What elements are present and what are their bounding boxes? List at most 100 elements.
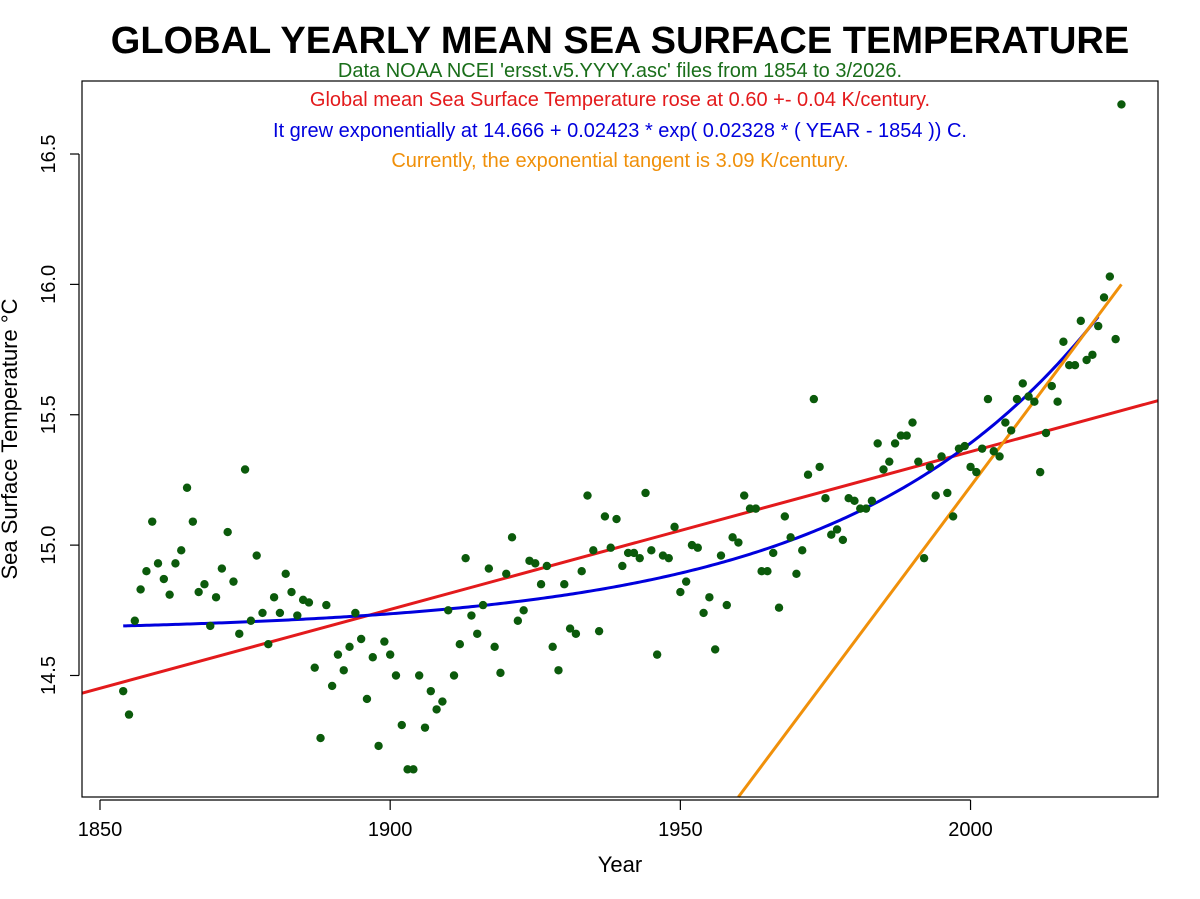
data-point-2021 — [1088, 350, 1097, 359]
exponential-fit-curve — [123, 315, 1100, 628]
data-point-1982 — [861, 504, 871, 513]
data-point-1930 — [560, 580, 569, 589]
data-point-1967 — [774, 603, 784, 612]
data-point-1954 — [699, 608, 708, 618]
data-point-1898 — [374, 741, 383, 751]
data-point-1870 — [211, 593, 221, 602]
data-point-1959 — [728, 533, 737, 542]
data-point-2008 — [1012, 394, 1022, 404]
data-point-1860 — [153, 559, 163, 568]
x-tick-label-1950: 1950 — [658, 819, 703, 841]
x-tick-label-1850: 1850 — [78, 819, 123, 841]
data-point-1988 — [896, 431, 906, 440]
data-point-1902 — [397, 720, 406, 730]
data-point-1893 — [345, 642, 354, 652]
data-point-1977 — [832, 525, 842, 534]
x-axis: 1850 1900 1950 2000 — [78, 799, 993, 841]
data-point-2002 — [977, 444, 987, 453]
data-point-1855 — [124, 710, 134, 719]
data-point-2001 — [972, 467, 981, 477]
data-point-1926 — [536, 580, 546, 589]
data-point-1951 — [681, 577, 691, 586]
data-point-1887 — [310, 663, 319, 672]
data-point-1940 — [618, 561, 627, 571]
data-point-1918 — [490, 642, 499, 652]
x-tick-label-2000: 2000 — [948, 819, 993, 841]
data-point-1891 — [333, 650, 343, 659]
data-point-1978 — [838, 535, 848, 545]
data-point-1901 — [391, 671, 401, 680]
data-point-1865 — [182, 483, 192, 492]
data-point-2014 — [1047, 381, 1056, 391]
data-point-2018 — [1070, 361, 1080, 370]
data-point-1944 — [641, 488, 650, 498]
data-point-1956 — [710, 645, 720, 654]
data-point-1949 — [670, 522, 679, 532]
data-point-1881 — [275, 608, 285, 618]
data-point-1869 — [206, 621, 215, 631]
data-point-1935 — [589, 546, 598, 555]
data-point-1981 — [856, 504, 865, 513]
data-point-2004 — [989, 447, 998, 456]
data-point-1992 — [919, 553, 929, 563]
data-point-1912 — [455, 640, 465, 649]
data-point-1911 — [449, 671, 459, 680]
data-point-1957 — [716, 551, 726, 560]
data-point-1990 — [908, 418, 917, 427]
data-point-1923 — [519, 606, 528, 615]
data-point-1985 — [879, 465, 888, 474]
subtitle-exponential-fit: It grew exponentially at 14.666 + 0.0242… — [273, 120, 967, 142]
data-point-1882 — [281, 569, 290, 579]
data-point-1965 — [763, 566, 772, 576]
data-point-1900 — [385, 650, 395, 659]
data-point-1913 — [461, 553, 470, 563]
data-point-1910 — [444, 606, 453, 615]
data-point-2020 — [1082, 355, 1091, 365]
data-point-1871 — [217, 564, 227, 573]
data-point-1938 — [606, 543, 615, 552]
data-point-1866 — [188, 517, 198, 526]
data-point-1939 — [612, 514, 621, 524]
data-point-2006 — [1001, 418, 1010, 427]
data-point-1931 — [565, 624, 575, 633]
x-axis-label: Year — [598, 852, 642, 877]
data-point-1934 — [583, 491, 592, 500]
data-point-1984 — [873, 439, 882, 448]
data-point-1996 — [943, 488, 952, 498]
plot-frame — [81, 80, 1159, 798]
subtitle-tangent-rate: Currently, the exponential tangent is 3.… — [391, 150, 848, 172]
data-point-1942 — [629, 548, 639, 558]
data-point-1919 — [496, 668, 505, 678]
plot-series — [81, 100, 1159, 798]
data-point-1899 — [380, 637, 389, 646]
data-point-1999 — [960, 441, 969, 451]
y-axis: 14.5 15.0 15.5 16.0 16.5 — [38, 135, 80, 695]
data-point-1916 — [478, 600, 488, 610]
data-point-1879 — [264, 640, 273, 649]
data-point-1868 — [200, 580, 209, 589]
data-point-1889 — [322, 600, 331, 610]
data-point-1877 — [252, 551, 261, 560]
data-point-2007 — [1006, 426, 1016, 435]
data-point-1886 — [304, 598, 314, 607]
data-point-1894 — [351, 608, 360, 618]
data-point-2011 — [1030, 397, 1039, 406]
data-point-1888 — [316, 733, 325, 743]
data-point-1971 — [798, 546, 807, 555]
y-axis-label: Sea Surface Temperature °C — [0, 298, 22, 579]
data-point-2022 — [1094, 321, 1103, 331]
data-point-2013 — [1041, 428, 1051, 438]
data-point-1993 — [925, 462, 935, 472]
data-point-1857 — [136, 585, 145, 594]
data-point-1989 — [902, 431, 911, 440]
data-point-1878 — [258, 608, 267, 618]
data-point-1983 — [867, 496, 877, 505]
data-point-1961 — [739, 491, 749, 500]
data-point-1928 — [548, 642, 557, 652]
data-point-1859 — [148, 517, 157, 526]
y-tick-label-15-5: 15.5 — [38, 395, 60, 434]
data-point-1997 — [948, 512, 958, 521]
data-point-1875 — [240, 465, 250, 474]
data-point-1873 — [229, 577, 238, 586]
data-point-1884 — [293, 611, 302, 620]
